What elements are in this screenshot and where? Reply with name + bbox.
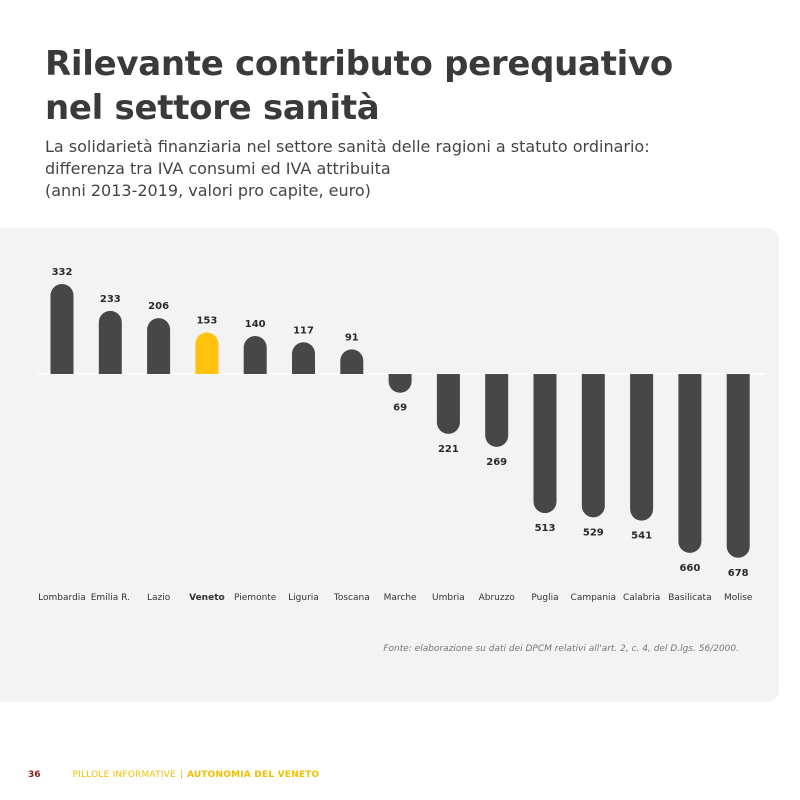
bar-1 <box>98 310 122 374</box>
bar-13 <box>678 374 702 553</box>
bar-0 <box>50 284 74 374</box>
value-label-14: 678 <box>728 568 749 579</box>
page-number: 36 <box>28 770 41 780</box>
value-label-11: 529 <box>583 527 604 538</box>
category-label-8: Umbria <box>432 593 465 603</box>
title-line-1: Rilevante contributo perequativo <box>45 44 673 84</box>
category-label-4: Piemonte <box>234 593 277 603</box>
value-label-3: 153 <box>196 316 217 327</box>
category-label-3: Veneto <box>189 593 225 603</box>
footer-separator: | <box>179 770 183 780</box>
category-label-5: Liguria <box>288 593 319 603</box>
source-note: Fonte: elaborazione su dati dei DPCM rel… <box>383 644 739 654</box>
bar-3 <box>195 332 219 374</box>
category-label-0: Lombardia <box>38 593 86 603</box>
bar-4 <box>243 336 267 374</box>
bar-8 <box>436 374 460 434</box>
value-label-8: 221 <box>438 444 459 455</box>
subtitle-line-2: differenza tra IVA consumi ed IVA attrib… <box>45 159 391 178</box>
footer-series: PILLOLE INFORMATIVE <box>72 770 176 780</box>
category-label-12: Calabria <box>623 593 660 603</box>
bar-9 <box>485 374 509 447</box>
bar-chart: 332 Lombardia 233 Emilia R. 206 Lazio 153 Venet… <box>38 267 765 603</box>
page-title: Rilevante contributo perequativo nel set… <box>45 42 765 130</box>
bar-5 <box>292 342 315 374</box>
page-subtitle: La solidarietà finanziaria nel settore s… <box>45 136 765 202</box>
value-label-9: 269 <box>486 457 507 468</box>
footer-brand: AUTONOMIA DEL VENETO <box>186 770 320 780</box>
category-label-9: Abruzzo <box>479 593 516 603</box>
subtitle-line-3: (anni 2013-2019, valori pro capite, euro… <box>45 181 371 200</box>
category-label-10: Puglia <box>531 593 558 603</box>
bar-6 <box>340 349 364 374</box>
value-label-6: 91 <box>345 332 359 343</box>
value-label-5: 117 <box>293 325 314 336</box>
category-label-1: Emilia R. <box>91 593 130 603</box>
category-label-7: Marche <box>384 593 417 603</box>
value-label-0: 332 <box>52 267 73 278</box>
chart-panel: 332 Lombardia 233 Emilia R. 206 Lazio 153 Venet… <box>0 228 779 702</box>
value-label-13: 660 <box>679 563 700 574</box>
bar-14 <box>726 374 750 558</box>
title-line-2: nel settore sanità <box>45 88 380 128</box>
bar-12 <box>630 374 654 521</box>
value-label-10: 513 <box>535 523 556 534</box>
category-label-13: Basilicata <box>668 593 711 603</box>
value-label-12: 541 <box>631 531 652 542</box>
value-label-1: 233 <box>100 294 121 305</box>
bar-7 <box>388 374 412 393</box>
value-label-7: 69 <box>393 403 407 414</box>
value-label-4: 140 <box>245 319 266 330</box>
subtitle-line-1: La solidarietà finanziaria nel settore s… <box>45 137 650 156</box>
category-label-6: Toscana <box>333 593 370 603</box>
category-label-2: Lazio <box>147 593 171 603</box>
category-label-14: Molise <box>724 593 753 603</box>
bar-10 <box>533 374 557 514</box>
page-footer: 36 PILLOLE INFORMATIVE | AUTONOMIA DEL VENE… <box>28 768 319 782</box>
bar-2 <box>147 318 171 374</box>
category-label-11: Campania <box>571 593 617 603</box>
bar-11 <box>581 374 605 518</box>
value-label-2: 206 <box>148 301 169 312</box>
